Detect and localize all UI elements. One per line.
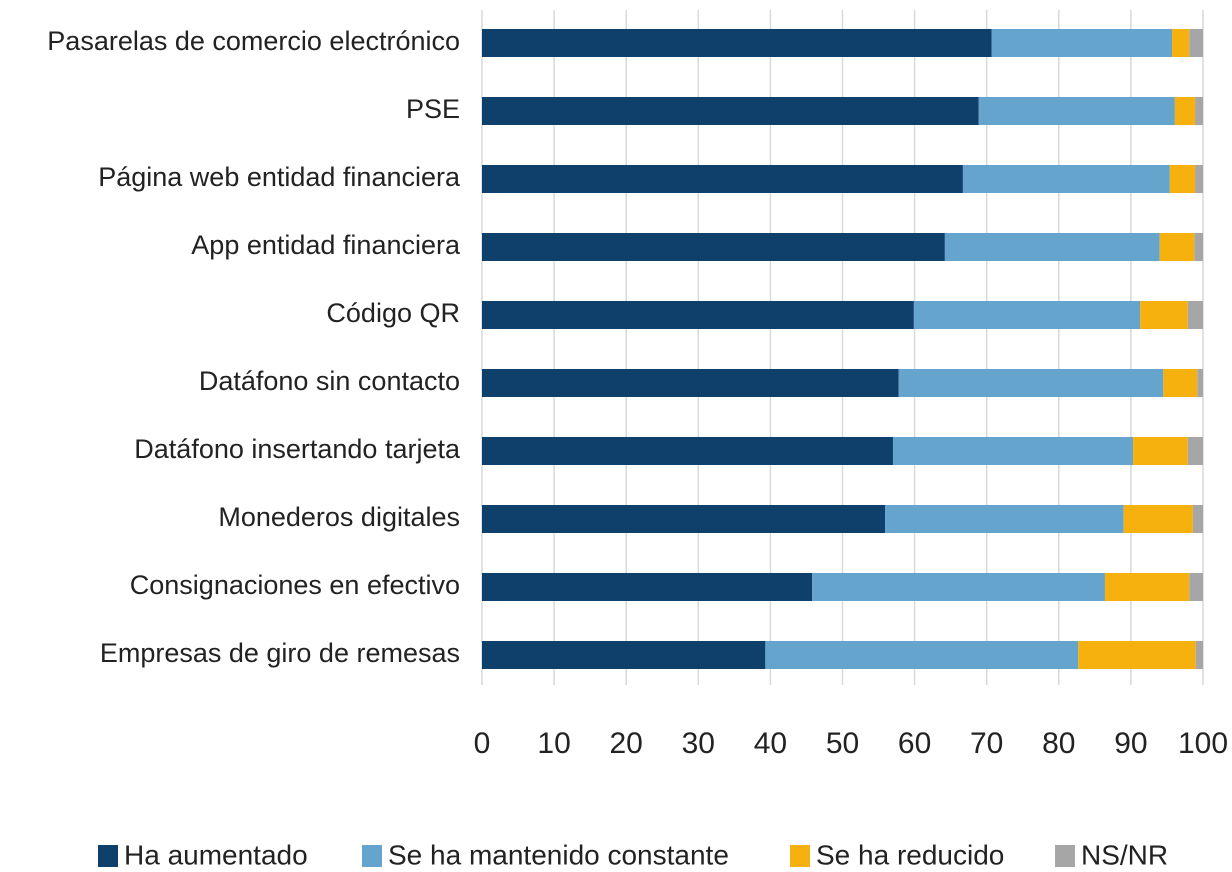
bar-segment [1189, 29, 1203, 57]
bar-segment [1187, 437, 1203, 465]
bar-segment [1197, 369, 1203, 397]
bar-segment [944, 233, 1160, 261]
y-tick-label: Consignaciones en efectivo [130, 570, 460, 600]
bar-segment [482, 301, 914, 329]
legend-label: Ha aumentado [124, 839, 308, 870]
bar-segment [1169, 165, 1196, 193]
bar-segment [482, 369, 899, 397]
bar-segment [482, 573, 813, 601]
x-tick-label: 0 [474, 727, 491, 760]
x-tick-label: 70 [970, 727, 1003, 760]
bar-segment [482, 233, 945, 261]
x-tick-label: 90 [1114, 727, 1147, 760]
y-tick-label: PSE [406, 94, 460, 124]
y-tick-label: Monederos digitales [218, 502, 460, 532]
bar-segment [482, 505, 886, 533]
bar-segment [1187, 301, 1203, 329]
y-tick-label: Datáfono sin contacto [199, 366, 460, 396]
legend-label: Se ha reducido [816, 839, 1004, 870]
legend-swatch [1055, 845, 1075, 867]
bar-segment [892, 437, 1134, 465]
bar-segment [1104, 573, 1190, 601]
bar-segment [991, 29, 1172, 57]
y-tick-label: App entidad financiera [191, 230, 461, 260]
bar-segment [1163, 369, 1198, 397]
bar-segment [1174, 97, 1196, 125]
legend-swatch [98, 845, 118, 867]
x-tick-label: 30 [682, 727, 715, 760]
x-tick-label: 50 [826, 727, 859, 760]
bar-segment [482, 29, 992, 57]
legend-label: Se ha mantenido constante [388, 839, 729, 870]
bar-segment [885, 505, 1124, 533]
bar-segment [1123, 505, 1193, 533]
y-tick-label: Página web entidad financiera [98, 162, 461, 192]
bar-segment [1159, 233, 1195, 261]
bar-segment [1194, 233, 1203, 261]
legend-label: NS/NR [1081, 839, 1168, 870]
legend-swatch [790, 845, 810, 867]
bar-segment [1195, 641, 1203, 669]
bar-segment [913, 301, 1141, 329]
bar-segment [482, 641, 766, 669]
bar-segment [978, 97, 1175, 125]
x-tick-label: 20 [610, 727, 643, 760]
bar-segment [812, 573, 1105, 601]
bar-segment [482, 437, 893, 465]
bar-segment [1133, 437, 1188, 465]
bar-segment [962, 165, 1170, 193]
bar-segment [1195, 97, 1203, 125]
bar-segment [1189, 573, 1203, 601]
x-tick-label: 60 [898, 727, 931, 760]
x-tick-label: 80 [1042, 727, 1075, 760]
y-tick-label: Empresas de giro de remesas [100, 638, 460, 668]
y-tick-label: Código QR [326, 298, 460, 328]
bar-segment [898, 369, 1164, 397]
x-tick-label: 40 [754, 727, 787, 760]
bar-segment [1171, 29, 1190, 57]
bar-segment [1195, 165, 1203, 193]
bar-segment [482, 97, 979, 125]
bar-segment [482, 165, 963, 193]
x-tick-label: 10 [537, 727, 570, 760]
y-tick-label: Datáfono insertando tarjeta [134, 434, 461, 464]
y-tick-label: Pasarelas de comercio electrónico [47, 26, 460, 56]
bar-segment [1078, 641, 1196, 669]
bar-segment [1140, 301, 1188, 329]
legend-swatch [362, 845, 382, 867]
x-tick-label: 100 [1178, 727, 1228, 760]
bar-segment [1192, 505, 1203, 533]
bar-segment [765, 641, 1079, 669]
